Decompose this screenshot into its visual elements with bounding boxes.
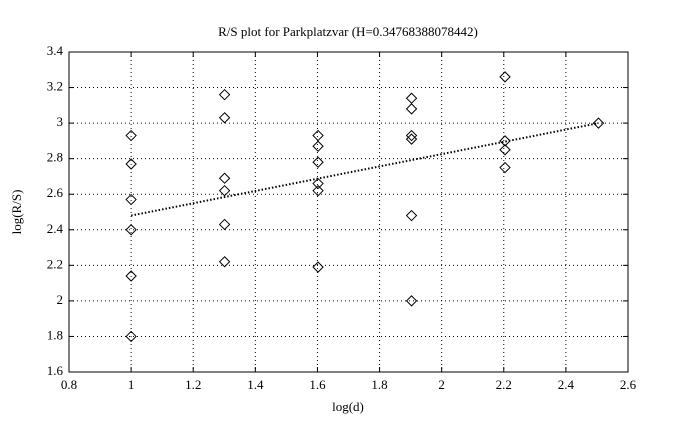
data-point	[125, 129, 137, 142]
data-point	[218, 218, 231, 231]
y-tick-label: 2.4	[47, 221, 64, 236]
data-point	[499, 71, 511, 83]
data-point	[499, 144, 511, 156]
data-point	[125, 270, 137, 282]
y-axis-label: log(R/S)	[9, 190, 24, 235]
data-point	[592, 117, 605, 129]
x-tick-label: 2.4	[558, 377, 575, 392]
x-tick-label: 1.4	[247, 377, 264, 392]
data-point	[312, 177, 324, 190]
data-point	[405, 129, 418, 142]
data-point	[125, 193, 137, 206]
data-point	[405, 92, 418, 104]
data-point	[312, 184, 324, 197]
data-point	[312, 140, 324, 152]
y-tick-label: 1.8	[47, 327, 63, 342]
x-tick-label: 1.6	[309, 377, 326, 392]
x-tick-label: 1.8	[371, 377, 387, 392]
data-point	[218, 88, 231, 101]
x-tick-label: 2.6	[620, 377, 637, 392]
x-tick-label: 2	[438, 377, 445, 392]
data-point	[218, 112, 231, 124]
data-point	[125, 224, 137, 236]
data-point	[405, 133, 418, 145]
data-point	[405, 209, 418, 222]
y-tick-label: 3.2	[47, 79, 63, 94]
x-tick-label: 1.2	[185, 377, 201, 392]
y-tick-label: 2.6	[47, 185, 64, 200]
data-point	[405, 295, 418, 307]
data-point	[312, 156, 324, 168]
data-point	[218, 172, 231, 184]
x-tick-label: 2.2	[496, 377, 512, 392]
y-tick-label: 3.4	[47, 43, 64, 58]
data-point	[218, 184, 231, 197]
y-tick-label: 2.8	[47, 150, 63, 165]
data-point	[499, 135, 511, 147]
plot-frame	[68, 51, 629, 373]
data-point	[125, 330, 137, 343]
data-point	[312, 261, 324, 273]
y-tick-label: 2.2	[47, 256, 63, 271]
y-tick-label: 3	[57, 114, 64, 129]
x-tick-label: 1	[128, 377, 135, 392]
data-point	[499, 161, 511, 174]
x-axis-label: log(d)	[332, 399, 364, 414]
data-point	[312, 129, 324, 142]
chart-title: R/S plot for Parkplatzvar (H=0.347683880…	[218, 24, 478, 39]
data-point	[125, 158, 137, 170]
y-tick-label: 1.6	[47, 363, 64, 378]
data-point	[405, 103, 418, 115]
data-point	[218, 256, 231, 268]
y-tick-label: 2	[57, 292, 64, 307]
x-tick-label: 0.8	[61, 377, 77, 392]
fit-line	[130, 122, 599, 217]
